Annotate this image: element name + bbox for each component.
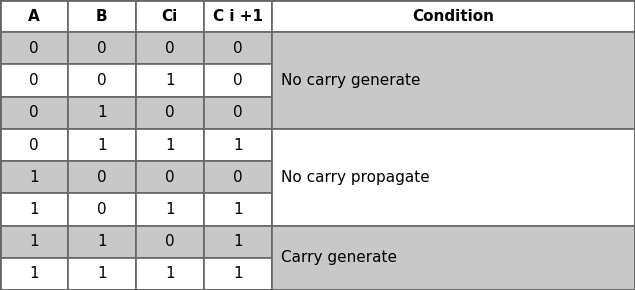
Bar xyxy=(272,226,635,290)
Bar xyxy=(68,129,136,161)
Text: 1: 1 xyxy=(97,267,107,281)
Bar xyxy=(136,161,204,193)
Bar xyxy=(68,161,136,193)
Bar xyxy=(204,161,272,193)
Text: 0: 0 xyxy=(29,137,39,153)
Text: 0: 0 xyxy=(233,170,243,185)
Bar xyxy=(204,97,272,129)
Bar xyxy=(272,32,635,129)
Bar xyxy=(136,129,204,161)
Text: 1: 1 xyxy=(29,267,39,281)
Bar xyxy=(136,0,204,32)
Text: 1: 1 xyxy=(165,267,175,281)
Text: 0: 0 xyxy=(233,105,243,120)
Text: 0: 0 xyxy=(29,73,39,88)
Text: No carry propagate: No carry propagate xyxy=(281,170,430,185)
Text: 0: 0 xyxy=(165,105,175,120)
Text: 0: 0 xyxy=(97,202,107,217)
Bar xyxy=(0,97,68,129)
Bar xyxy=(68,64,136,97)
Bar xyxy=(0,64,68,97)
Bar xyxy=(68,97,136,129)
Bar xyxy=(204,226,272,258)
Bar xyxy=(0,32,68,64)
Bar xyxy=(136,97,204,129)
Bar xyxy=(272,129,635,226)
Text: 0: 0 xyxy=(165,234,175,249)
Text: 1: 1 xyxy=(165,137,175,153)
Text: Ci: Ci xyxy=(162,9,178,23)
Bar xyxy=(136,32,204,64)
Text: 0: 0 xyxy=(29,41,39,56)
Bar xyxy=(136,258,204,290)
Bar xyxy=(204,193,272,226)
Text: 0: 0 xyxy=(165,41,175,56)
Bar xyxy=(136,226,204,258)
Text: 0: 0 xyxy=(97,170,107,185)
Bar xyxy=(0,129,68,161)
Text: B: B xyxy=(96,9,108,23)
Text: 1: 1 xyxy=(233,234,243,249)
Bar xyxy=(204,32,272,64)
Bar xyxy=(204,258,272,290)
Text: 1: 1 xyxy=(165,73,175,88)
Bar xyxy=(0,258,68,290)
Bar xyxy=(0,226,68,258)
Text: No carry generate: No carry generate xyxy=(281,73,421,88)
Text: 1: 1 xyxy=(233,137,243,153)
Text: C i +1: C i +1 xyxy=(213,9,263,23)
Text: 1: 1 xyxy=(165,202,175,217)
Bar xyxy=(272,0,635,32)
Bar xyxy=(68,258,136,290)
Text: 1: 1 xyxy=(29,170,39,185)
Text: 1: 1 xyxy=(97,105,107,120)
Bar xyxy=(68,32,136,64)
Text: 1: 1 xyxy=(97,137,107,153)
Bar xyxy=(0,161,68,193)
Text: Condition: Condition xyxy=(412,9,495,23)
Bar xyxy=(136,193,204,226)
Bar xyxy=(0,193,68,226)
Bar xyxy=(204,129,272,161)
Bar xyxy=(0,0,68,32)
Text: 0: 0 xyxy=(97,73,107,88)
Bar xyxy=(68,226,136,258)
Bar xyxy=(136,64,204,97)
Text: 0: 0 xyxy=(97,41,107,56)
Text: 0: 0 xyxy=(233,73,243,88)
Text: A: A xyxy=(28,9,40,23)
Text: 1: 1 xyxy=(233,202,243,217)
Bar xyxy=(68,193,136,226)
Text: 1: 1 xyxy=(233,267,243,281)
Text: 1: 1 xyxy=(29,202,39,217)
Text: 0: 0 xyxy=(233,41,243,56)
Bar xyxy=(204,0,272,32)
Text: 0: 0 xyxy=(165,170,175,185)
Text: 0: 0 xyxy=(29,105,39,120)
Text: 1: 1 xyxy=(29,234,39,249)
Bar xyxy=(68,0,136,32)
Text: 1: 1 xyxy=(97,234,107,249)
Text: Carry generate: Carry generate xyxy=(281,250,398,265)
Bar xyxy=(204,64,272,97)
